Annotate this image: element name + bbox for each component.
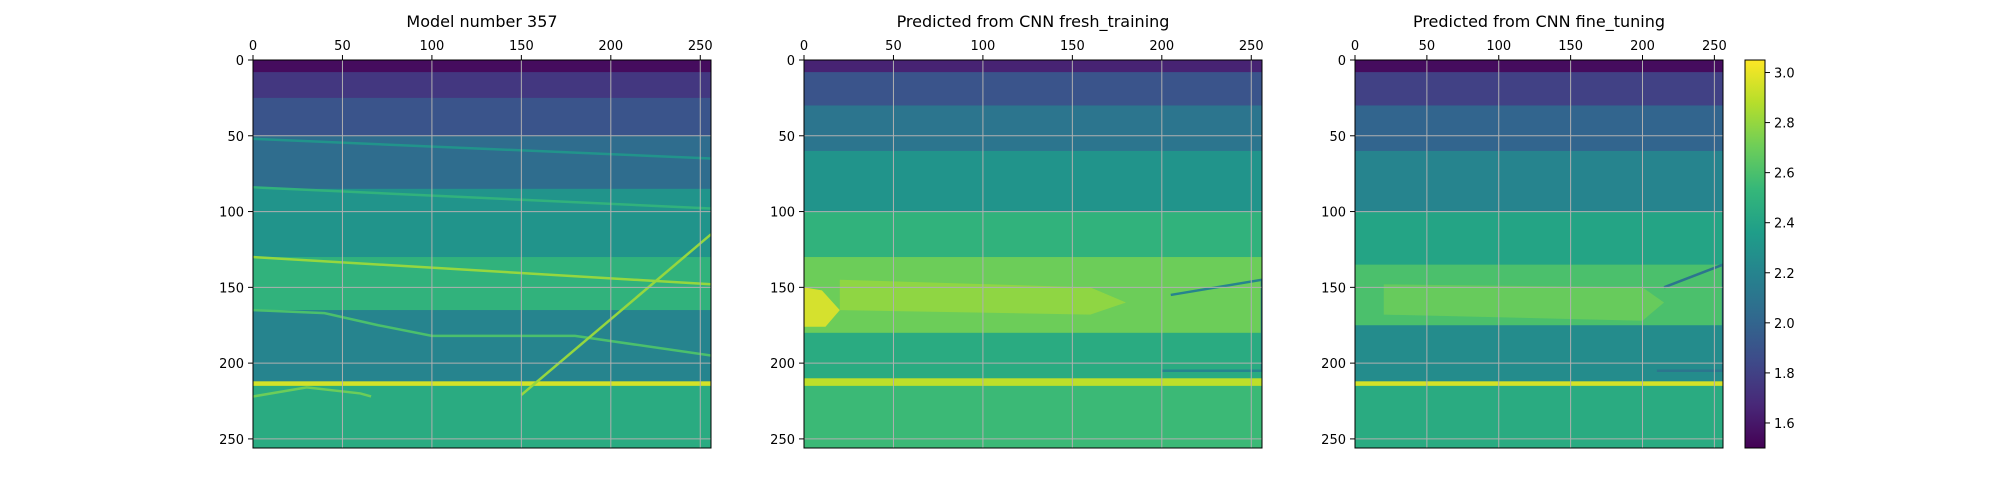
colorbar-tick-label: 2.8 (1774, 117, 1795, 132)
axes-frame (803, 59, 1263, 449)
velocity-layer (1355, 60, 1723, 73)
velocity-layer (804, 332, 1262, 379)
colorbar-tick-label: 2.2 (1774, 267, 1795, 282)
x-tick-label: 100 (970, 39, 995, 54)
velocity-layer (253, 381, 711, 387)
colorbar: 1.6 1.8 2.0 2.2 2.4 2.6 2.8 3.0 (1744, 59, 1795, 449)
velocity-layer (1355, 385, 1723, 448)
heatmap-image (253, 60, 711, 448)
x-tick-label: 150 (509, 39, 534, 54)
heatmap-image (804, 60, 1262, 448)
y-tick-label: 250 (1321, 433, 1346, 448)
heatmap-panel-model: Model number 357 0 50 100 150 200 250 0 50 100 15… (219, 12, 713, 449)
velocity-layer (253, 72, 711, 99)
colorbar-tick-label: 1.6 (1774, 417, 1795, 432)
colorbar-tick-label: 2.0 (1774, 317, 1795, 332)
reflector-line (253, 186, 711, 210)
y-tick-label: 0 (236, 54, 244, 69)
velocity-layer (253, 310, 711, 382)
heatmap-panel-fresh-training: Predicted from CNN fresh_training 0 50 100… (770, 12, 1264, 449)
reflector-line (253, 137, 711, 160)
colorbar-tick-label: 3.0 (1774, 67, 1795, 82)
velocity-layer (1355, 150, 1723, 213)
x-tick-label: 150 (1060, 39, 1085, 54)
y-tick-label: 50 (778, 130, 795, 145)
x-tick-label: 0 (800, 39, 808, 54)
y-tick-label: 150 (219, 281, 244, 296)
y-tick-label: 200 (770, 357, 795, 372)
x-tick-label: 200 (1149, 39, 1174, 54)
reflector-line (253, 386, 372, 398)
y-tick-label: 200 (1321, 357, 1346, 372)
velocity-layer (804, 150, 1262, 213)
x-tick-label: 100 (1486, 39, 1511, 54)
velocity-layer (804, 211, 1262, 258)
velocity-layer (1355, 381, 1723, 387)
colorbar-frame (1744, 59, 1766, 449)
x-tick-label: 0 (249, 39, 257, 54)
velocity-layer (1355, 325, 1723, 382)
velocity-layer (253, 188, 711, 258)
reflector-line (1656, 263, 1723, 372)
reflector-line (253, 308, 711, 357)
y-tick-label: 150 (770, 281, 795, 296)
y-tick-label: 250 (219, 433, 244, 448)
panel-title-model: Model number 357 (406, 12, 557, 31)
velocity-layer (253, 385, 711, 448)
velocity-layer (253, 60, 711, 73)
y-tick-label: 0 (787, 54, 795, 69)
y-tick-label: 100 (1321, 206, 1346, 221)
velocity-anomaly (1383, 284, 1665, 321)
velocity-layer (804, 105, 1262, 152)
x-tick-label: 100 (419, 39, 444, 54)
velocity-layer (804, 378, 1262, 387)
velocity-layer (804, 60, 1262, 73)
y-tick-label: 50 (1329, 130, 1346, 145)
x-tick-label: 0 (1351, 39, 1359, 54)
velocity-layer (1355, 72, 1723, 107)
colorbar-gradient (1745, 60, 1765, 448)
axes-frame (1354, 59, 1724, 449)
velocity-layer (804, 72, 1262, 107)
x-tick-label: 200 (598, 39, 623, 54)
y-tick-label: 150 (1321, 281, 1346, 296)
y-tick-label: 250 (770, 433, 795, 448)
velocity-layer (253, 135, 711, 190)
y-tick-label: 100 (219, 206, 244, 221)
reflector-line (520, 233, 711, 396)
y-tick-label: 200 (219, 357, 244, 372)
heatmap-panel-fine-tuning: Predicted from CNN fine_tuning 0 50 100 150… (1321, 12, 1727, 449)
y-tick-label: 50 (227, 130, 244, 145)
x-tick-label: 250 (688, 39, 713, 54)
x-tick-label: 250 (1239, 39, 1264, 54)
axes-frame (252, 59, 712, 449)
x-tick-label: 150 (1558, 39, 1583, 54)
y-tick-label: 0 (1338, 54, 1346, 69)
heatmap-image (1355, 60, 1723, 448)
colorbar-tick-label: 2.6 (1774, 167, 1795, 182)
colorbar-tick-label: 1.8 (1774, 367, 1795, 382)
x-tick-label: 50 (885, 39, 902, 54)
x-tick-label: 200 (1630, 39, 1655, 54)
velocity-layer (804, 385, 1262, 448)
reflector-line (253, 255, 711, 286)
x-tick-label: 50 (1419, 39, 1436, 54)
colorbar-tick-label: 2.4 (1774, 217, 1795, 232)
panel-title-fresh-training: Predicted from CNN fresh_training (897, 12, 1170, 32)
velocity-layer (1355, 105, 1723, 152)
x-tick-label: 50 (334, 39, 351, 54)
velocity-layer (253, 257, 711, 311)
velocity-anomaly (804, 287, 840, 327)
velocity-layer (253, 97, 711, 137)
velocity-layer (1355, 211, 1723, 266)
x-tick-label: 250 (1702, 39, 1727, 54)
y-tick-label: 100 (770, 206, 795, 221)
panel-title-fine-tuning: Predicted from CNN fine_tuning (1413, 12, 1665, 32)
